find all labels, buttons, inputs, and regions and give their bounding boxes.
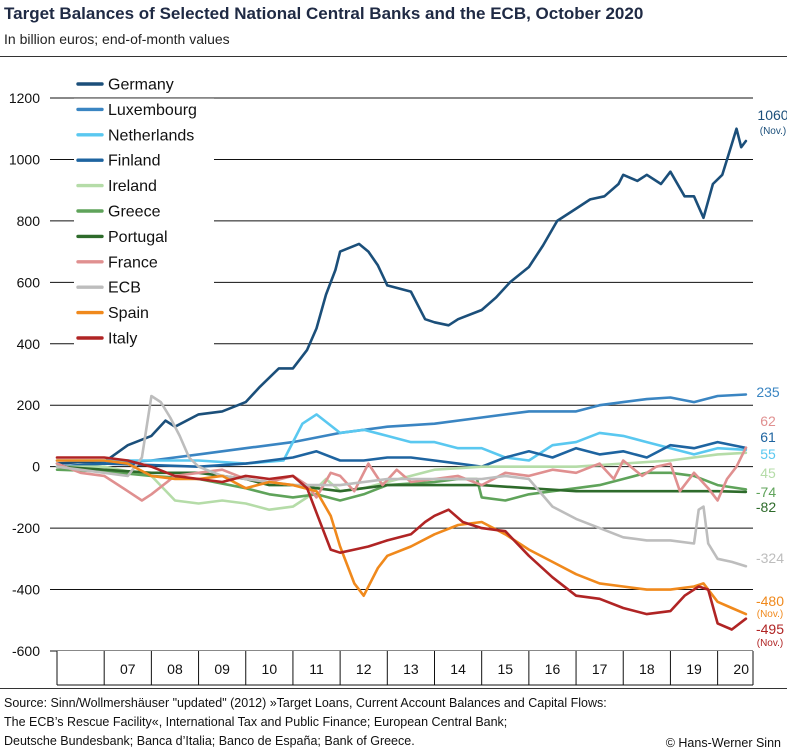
bottom-divider xyxy=(0,688,787,689)
x-tick-label: 12 xyxy=(356,661,372,677)
end-value-note: (Nov.) xyxy=(757,609,783,620)
x-tick-label: 09 xyxy=(214,661,230,677)
end-value-label: 55 xyxy=(760,446,776,462)
series-line-france xyxy=(55,446,748,502)
legend-label: Italy xyxy=(108,331,137,348)
copyright: © Hans-Werner Sinn xyxy=(665,736,781,750)
end-value-label: -480 xyxy=(756,593,784,609)
legend-label: France xyxy=(108,254,158,271)
series-line-italy xyxy=(55,456,748,631)
y-tick-label: 1000 xyxy=(9,151,40,167)
x-tick-label: 08 xyxy=(167,661,183,677)
y-tick-label: 1200 xyxy=(9,90,40,106)
x-tick-label: 19 xyxy=(686,661,702,677)
x-tick-label: 17 xyxy=(592,661,608,677)
legend-backdrop xyxy=(74,225,214,248)
end-value-label: -74 xyxy=(756,484,776,500)
x-tick-label: 18 xyxy=(639,661,655,677)
legend-backdrop xyxy=(74,73,214,95)
legend-backdrop xyxy=(74,149,214,172)
end-value-note: (Nov.) xyxy=(757,638,783,649)
x-tick-label: 14 xyxy=(450,661,466,677)
y-tick-label: 800 xyxy=(17,213,41,229)
legend-backdrop xyxy=(74,123,214,146)
legend-backdrop xyxy=(74,301,214,324)
series-line-spain xyxy=(55,459,748,616)
x-tick-label: 11 xyxy=(309,661,324,677)
y-tick-label: -400 xyxy=(12,582,40,598)
top-divider xyxy=(0,56,787,57)
legend-backdrop xyxy=(74,276,214,299)
legend-backdrop xyxy=(74,200,214,222)
legend-label: Greece xyxy=(108,204,161,221)
x-tick-label: 15 xyxy=(497,661,513,677)
legend-backdrop xyxy=(74,174,214,197)
source-line: Deutsche Bundesbank; Banca d’Italia; Ban… xyxy=(4,734,415,748)
legend-backdrop xyxy=(74,98,214,121)
source-note: Source: Sinn/Wollmershäuser "updated" (2… xyxy=(4,694,744,751)
end-value-label: 45 xyxy=(760,465,776,481)
series-line-ecb xyxy=(55,394,748,568)
legend-backdrop xyxy=(74,327,214,349)
x-tick-label: 07 xyxy=(120,661,136,677)
end-value-label: -82 xyxy=(756,499,776,515)
chart-title: Target Balances of Selected National Cen… xyxy=(4,4,644,23)
chart-subtitle: In billion euros; end-of-month values xyxy=(4,31,230,47)
end-value-label: -324 xyxy=(756,550,784,566)
legend-label: Portugal xyxy=(108,229,168,246)
legend-label: Finland xyxy=(108,153,160,170)
legend-label: ECB xyxy=(108,280,141,297)
x-tick-label: 16 xyxy=(545,661,561,677)
legend-label: Germany xyxy=(108,77,174,94)
y-tick-label: -600 xyxy=(12,643,40,659)
end-value-label: 1060 xyxy=(757,107,787,123)
y-tick-label: 200 xyxy=(17,397,41,413)
legend-label: Spain xyxy=(108,305,149,322)
end-value-label: -495 xyxy=(756,621,784,637)
x-tick-label: 20 xyxy=(733,661,749,677)
series-line-finland xyxy=(55,440,748,468)
source-line: Source: Sinn/Wollmershäuser "updated" (2… xyxy=(4,696,607,710)
y-tick-label: 600 xyxy=(17,274,41,290)
end-value-label: 62 xyxy=(760,413,776,429)
end-value-label: 61 xyxy=(760,429,776,445)
x-tick-label: 13 xyxy=(403,661,419,677)
legend-label: Luxembourg xyxy=(108,102,197,119)
legend-label: Netherlands xyxy=(108,127,194,144)
legend-label: Ireland xyxy=(108,178,157,195)
end-value-note: (Nov.) xyxy=(760,126,786,137)
source-line: The ECB’s Rescue Facility«, Internationa… xyxy=(4,715,508,729)
y-tick-label: 0 xyxy=(32,459,40,475)
series-line-germany xyxy=(55,127,748,465)
legend-backdrop xyxy=(74,250,214,273)
x-axis-band xyxy=(57,651,753,686)
y-tick-label: 400 xyxy=(17,336,41,352)
end-value-label: 235 xyxy=(756,384,780,400)
series-line-luxembourg xyxy=(55,393,748,468)
x-tick-label: 10 xyxy=(262,661,278,677)
y-tick-label: -200 xyxy=(12,520,40,536)
